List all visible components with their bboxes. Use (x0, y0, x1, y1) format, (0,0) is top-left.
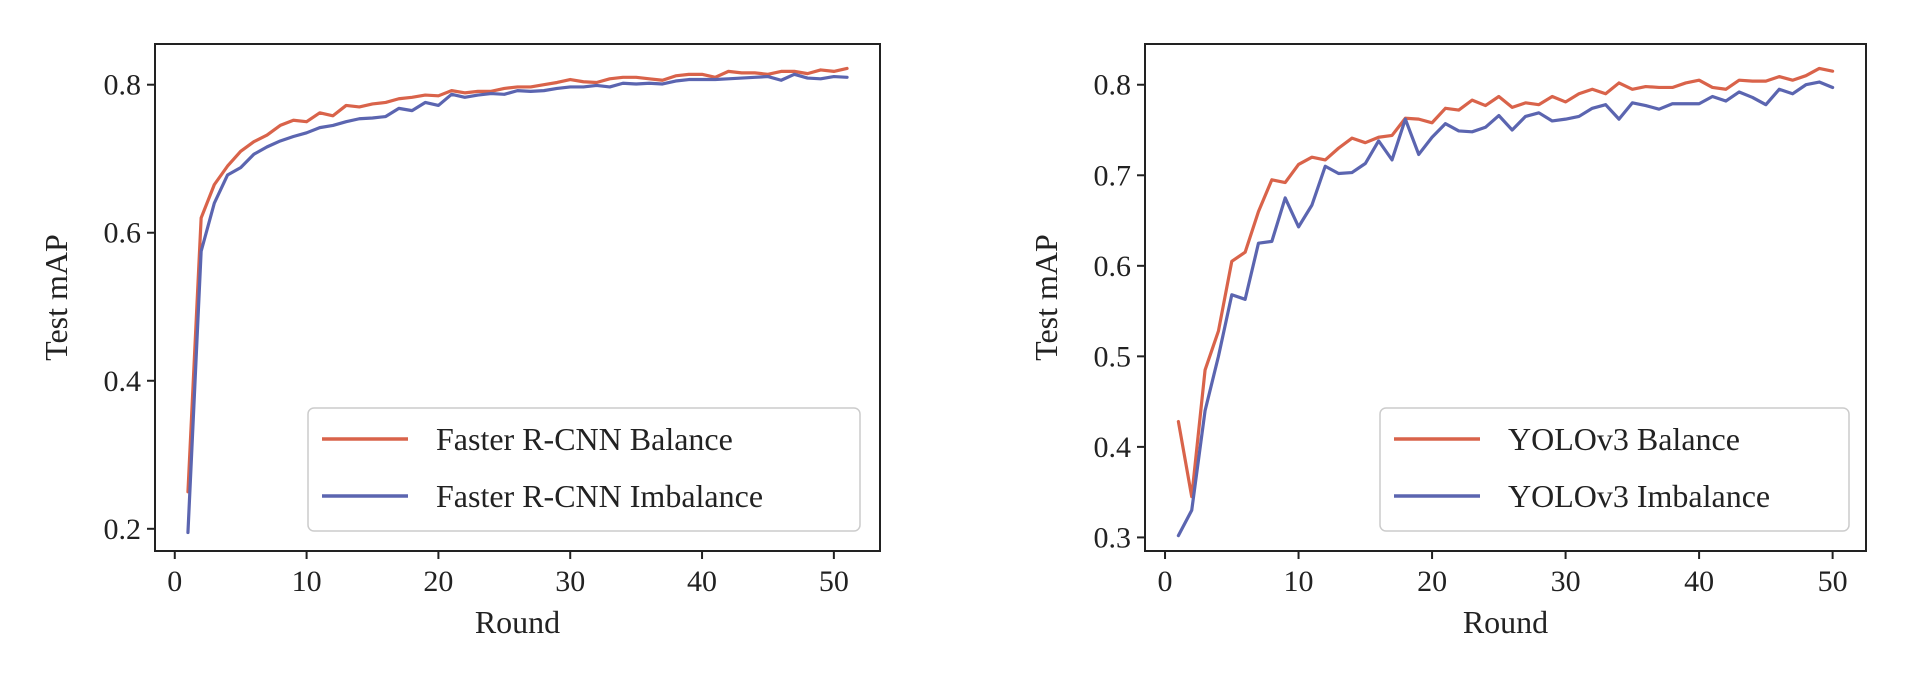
chart-1-series-2-line (186, 72, 849, 535)
chart-1-x-tick-label: 10 (292, 565, 322, 598)
chart-2-legend-label-2: YOLOv3 Imbalance (1508, 478, 1770, 514)
chart-2: 0 10 20 30 40 50 0.3 0.4 0.5 0.6 0.7 0.8 Round Test m… (1028, 43, 1867, 640)
chart-2-series-1-line (1176, 66, 1835, 499)
chart-2-legend: YOLOv3 Balance YOLOv3 Imbalance (1379, 407, 1850, 532)
chart-1-x-tick-label: 50 (819, 565, 849, 598)
chart-2-legend-frame (1379, 407, 1850, 532)
chart-2-y-tick-label: 0.4 (1094, 431, 1132, 464)
chart-2-legend-label-1: YOLOv3 Balance (1508, 421, 1740, 457)
chart-2-y-tick-label: 0.8 (1094, 69, 1132, 102)
chart-2-axes-frame (1144, 43, 1867, 552)
chart-1-series-1-line (186, 66, 849, 494)
chart-2-y-tick-label: 0.6 (1094, 250, 1132, 283)
chart-1-legend-label-2: Faster R-CNN Imbalance (436, 478, 763, 514)
chart-2-x-axis-label: Round (1463, 604, 1548, 640)
chart-2-series-2-line (1176, 80, 1835, 538)
chart-2-x-tick-label: 0 (1158, 565, 1173, 598)
chart-1: 0 10 20 30 40 50 0.2 0.4 0.6 0.8 Round Test mAP Fast… (38, 43, 881, 640)
chart-2-y-tick-label: 0.7 (1094, 159, 1132, 192)
chart-2-x-tick-label: 20 (1417, 565, 1447, 598)
chart-1-legend-label-1: Faster R-CNN Balance (436, 421, 733, 457)
chart-2-x-tick-label: 30 (1551, 565, 1581, 598)
chart-1-legend: Faster R-CNN Balance Faster R-CNN Imbalan… (307, 407, 861, 532)
chart-2-x-tick-label: 40 (1684, 565, 1714, 598)
chart-1-x-tick-label: 20 (423, 565, 453, 598)
chart-1-y-axis-label: Test mAP (38, 234, 74, 361)
chart-1-x-tick-label: 40 (687, 565, 717, 598)
chart-1-legend-frame (307, 407, 861, 532)
chart-1-x-tick-label: 30 (555, 565, 585, 598)
chart-2-x-tick-label: 50 (1818, 565, 1848, 598)
chart-1-x-tick-label: 0 (167, 565, 182, 598)
chart-1-y-tick-label: 0.2 (104, 513, 142, 546)
chart-2-y-tick-label: 0.3 (1094, 521, 1132, 554)
chart-1-y-tick-label: 0.6 (104, 217, 142, 250)
chart-1-axes-frame (154, 43, 881, 552)
chart-2-y-axis-label: Test mAP (1028, 234, 1064, 361)
chart-2-y-tick-label: 0.5 (1094, 340, 1132, 373)
chart-1-x-axis-label: Round (475, 604, 560, 640)
chart-1-y-tick-label: 0.8 (104, 69, 142, 102)
chart-1-y-tick-label: 0.4 (104, 365, 142, 398)
chart-2-x-tick-label: 10 (1284, 565, 1314, 598)
